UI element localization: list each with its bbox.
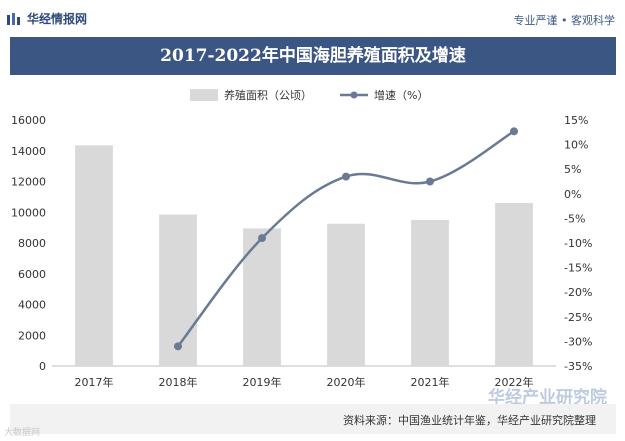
x-tick-label: 2020年 xyxy=(327,375,366,389)
x-tick-label: 2019年 xyxy=(243,375,282,389)
y-right-tick-label: -15% xyxy=(564,262,592,275)
y-right-tick-label: -25% xyxy=(564,311,592,324)
brand-logo-icon xyxy=(7,12,20,25)
y-right-tick-label: -30% xyxy=(564,335,592,348)
y-right-tick-label: 15% xyxy=(564,114,588,127)
x-tick-label: 2021年 xyxy=(411,375,450,389)
watermark-brand: 华经产业研究院 xyxy=(488,388,607,408)
x-tick-label: 2022年 xyxy=(495,375,534,389)
footer: 资料来源：中国渔业统计年鉴，华经产业研究院整理 xyxy=(10,404,616,434)
chart-title: 2017-2022年中国海胆养殖面积及增速 xyxy=(10,37,616,75)
growth-line xyxy=(177,130,515,348)
y-right-tick-label: -35% xyxy=(564,360,592,373)
y-left-tick-label: 14000 xyxy=(11,145,46,158)
brand-name: 华经情报网 xyxy=(27,12,88,26)
y-left-tick-label: 12000 xyxy=(11,176,46,189)
legend-bar-label: 养殖面积（公顷） xyxy=(224,88,312,102)
y-left-tick-label: 6000 xyxy=(18,268,46,281)
y-left-tick-label: 8000 xyxy=(18,237,46,250)
header-bar: 华经情报网 专业严谨 • 客观科学 xyxy=(0,0,625,36)
y-left-tick-label: 2000 xyxy=(18,329,46,342)
chart: 0 2000 4000 6000 8000 10000 12000 14000 16000 -35… xyxy=(11,88,592,389)
legend-line-marker xyxy=(350,91,358,99)
y-right-tick-label: 5% xyxy=(564,163,581,176)
y-left-tick-label: 0 xyxy=(39,360,46,373)
y-left-tick-label: 16000 xyxy=(11,114,46,127)
growth-point xyxy=(174,342,182,351)
source-note: 资料来源：中国渔业统计年鉴，华经产业研究院整理 xyxy=(343,414,596,427)
y-left-tick-label: 4000 xyxy=(18,299,46,312)
bar xyxy=(75,145,113,366)
bar xyxy=(495,203,533,366)
y-right-tick-label: 10% xyxy=(564,139,588,152)
y-right-tick-label: 0% xyxy=(564,188,581,201)
y-right-tick-label: -10% xyxy=(564,237,592,250)
bar xyxy=(243,228,281,366)
watermark-corner: 大数据网 xyxy=(4,428,41,438)
slogan: 专业严谨 • 客观科学 xyxy=(513,14,615,27)
y-right-tick-label: -20% xyxy=(564,286,592,299)
bar xyxy=(411,219,449,366)
y-left-tick-label: 10000 xyxy=(11,206,46,219)
growth-point xyxy=(510,127,518,136)
x-tick-label: 2018年 xyxy=(159,375,198,389)
x-tick-label: 2017年 xyxy=(75,375,114,389)
growth-point xyxy=(426,177,434,186)
legend-line-label: 增速（%） xyxy=(374,88,428,102)
bar xyxy=(159,214,197,366)
growth-point xyxy=(342,172,350,181)
bar xyxy=(327,223,365,366)
brand: 华经情报网 xyxy=(6,10,87,27)
legend-bar-swatch xyxy=(190,89,218,101)
growth-point xyxy=(258,234,266,243)
y-right-tick-label: -5% xyxy=(564,212,585,225)
